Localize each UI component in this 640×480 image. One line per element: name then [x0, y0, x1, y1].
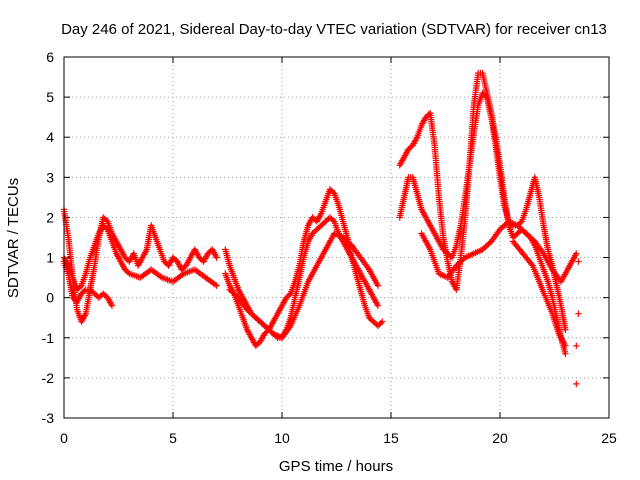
y-tick-label: -2: [42, 370, 55, 386]
grid-lines: [64, 57, 609, 418]
y-axis-label: SDTVAR / TECUs: [5, 178, 22, 298]
data-point: [573, 250, 580, 257]
data-point: [482, 92, 489, 99]
y-tick-label: 6: [46, 49, 54, 65]
data-point: [573, 380, 580, 388]
y-tick-label: 3: [46, 169, 54, 185]
data-point: [81, 287, 88, 295]
data-point: [286, 291, 293, 299]
data-point: [102, 224, 110, 232]
data-point: [213, 282, 220, 289]
data-point: [575, 258, 582, 265]
data-point: [377, 319, 385, 327]
x-tick-label: 15: [383, 430, 399, 446]
data-point: [575, 310, 582, 317]
y-tick-label: 2: [46, 209, 54, 225]
y-tick-label: 5: [46, 89, 54, 105]
data-point: [329, 188, 337, 196]
data-point: [76, 283, 84, 291]
plot-frame: [63, 56, 610, 419]
chart-title: Day 246 of 2021, Sidereal Day-to-day VTE…: [61, 21, 607, 38]
y-tick-label: 0: [46, 290, 54, 306]
y-tick-labels: -3 -2 -1 0 1 2 3 4 5 6: [42, 49, 55, 426]
y-tick-label: -1: [42, 330, 55, 346]
data-point: [562, 350, 569, 358]
data-point: [562, 342, 569, 349]
data-point: [102, 216, 110, 224]
data-point: [562, 326, 569, 333]
data-point: [108, 302, 116, 309]
data-point: [124, 269, 132, 276]
x-tick-label: 25: [601, 430, 617, 446]
y-tick-label: -3: [42, 410, 55, 426]
data-point: [213, 254, 220, 261]
x-axis-label: GPS time / hours: [279, 458, 393, 475]
x-tick-label: 20: [492, 430, 508, 446]
data-point: [374, 282, 382, 289]
data-point: [573, 342, 580, 349]
data-points: [60, 69, 582, 388]
x-tick-label: 5: [169, 430, 177, 446]
data-point: [379, 318, 386, 325]
data-point: [329, 216, 337, 224]
x-tick-label: 10: [274, 430, 290, 446]
y-tick-label: 4: [46, 129, 54, 145]
x-tick-labels: 0 5 10 15 20 25: [60, 430, 617, 446]
x-tick-label: 0: [60, 430, 68, 446]
y-tick-label: 1: [46, 250, 54, 266]
data-point: [374, 302, 382, 309]
